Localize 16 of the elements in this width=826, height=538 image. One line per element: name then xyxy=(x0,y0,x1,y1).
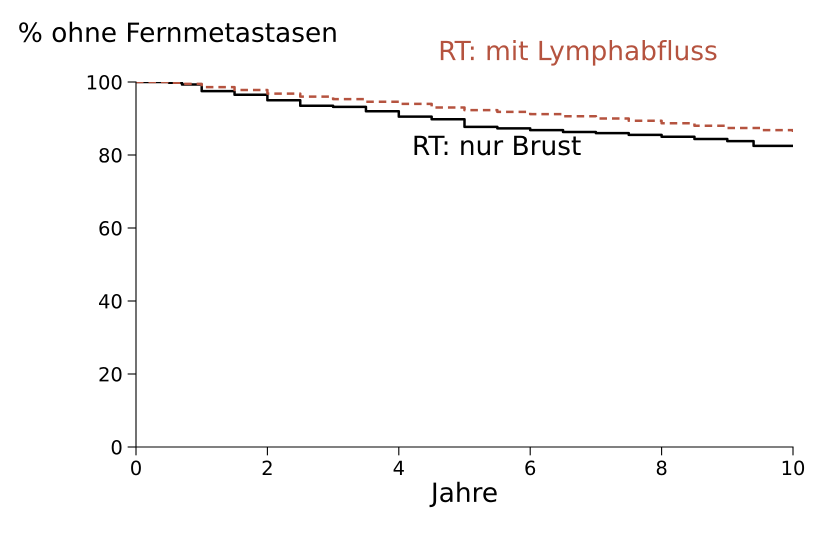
y-tick-label: 80 xyxy=(99,148,122,163)
y-tick-label: 40 xyxy=(99,294,122,309)
y-axis-title: % ohne Fernmetastasen xyxy=(19,22,336,42)
x-tick-label: 10 xyxy=(782,460,804,476)
x-tick-label: 8 xyxy=(656,460,666,476)
x-tick-label: 4 xyxy=(394,460,404,475)
y-tick-label: 100 xyxy=(88,74,122,90)
x-axis-title: Jahre xyxy=(430,482,497,508)
series-label: RT: nur Brust xyxy=(414,136,581,156)
x-tick-label: 6 xyxy=(525,460,536,476)
y-tick-label: 60 xyxy=(99,220,122,236)
x-tick-label: 0 xyxy=(131,460,141,476)
y-tick-label: 20 xyxy=(99,366,122,382)
series-label: RT: mit Lymphabfluss xyxy=(440,40,716,66)
y-tick-label: 0 xyxy=(112,440,122,455)
x-tick-label: 2 xyxy=(262,460,272,475)
